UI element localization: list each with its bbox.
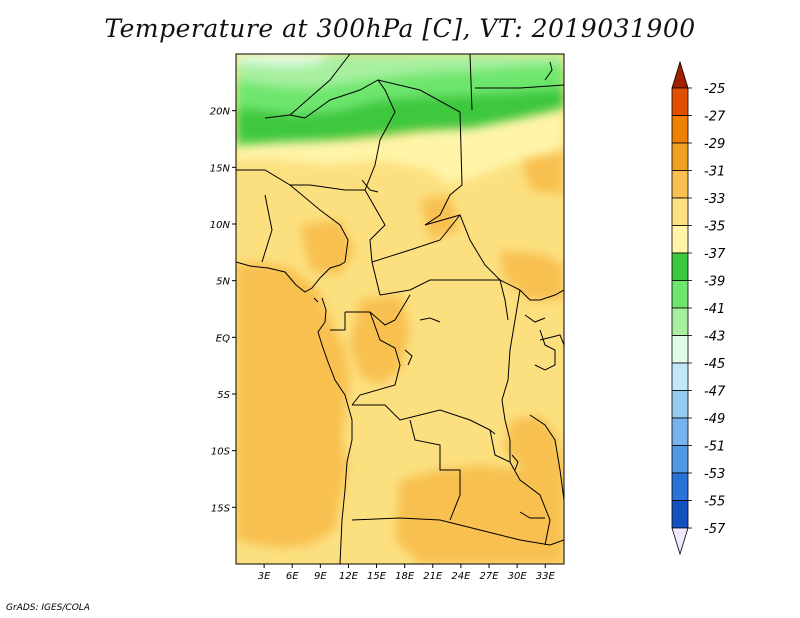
lon-tick-label: 9E (314, 571, 327, 582)
colorbar-label: -47 (704, 385, 726, 400)
lon-tick-label: 24E (451, 571, 471, 582)
colorbar-label: -39 (704, 275, 725, 290)
colorbar-box (671, 115, 689, 144)
temperature-field (236, 54, 564, 564)
colorbar-box (671, 225, 689, 254)
colorbar-box (671, 335, 689, 364)
colorbar-box (671, 87, 689, 116)
colorbar-box (671, 445, 689, 474)
colorbar-label: -25 (704, 82, 725, 97)
colorbar-label: -55 (704, 495, 725, 510)
lon-tick-label: 30E (508, 571, 528, 582)
latitude-axis: 20N 15N 10N 5N EQ 5S 10S 15S (210, 107, 236, 514)
colorbar-label: -29 (704, 137, 725, 152)
colorbar: -25 -27 -29 -31 -33 -35 -37 -39 -41 -43 -45 -47 -49 -… (671, 60, 726, 556)
lon-tick-label: 12E (339, 571, 359, 582)
longitude-axis: 3E 6E 9E 12E 15E 18E 21E 24E 27E 30E 33E (258, 564, 556, 582)
colorbar-label: -31 (704, 165, 725, 180)
colorbar-label: -45 (704, 357, 725, 372)
lat-tick-label: 15N (210, 163, 231, 174)
lat-tick-label: 5N (216, 277, 230, 288)
colorbar-box (671, 170, 689, 199)
colorbar-box (671, 197, 689, 226)
lat-tick-label: 20N (210, 107, 231, 118)
colorbar-box (671, 362, 689, 391)
grads-credit: GrADS: IGES/COLA (6, 603, 90, 613)
colorbar-label: -57 (704, 522, 726, 537)
colorbar-label: -37 (704, 247, 726, 262)
country-borders (236, 54, 564, 564)
colorbar-bottom-triangle (671, 527, 689, 556)
lon-tick-label: 18E (395, 571, 415, 582)
colorbar-box (671, 280, 689, 309)
colorbar-box (671, 390, 689, 419)
colorbar-label: -49 (704, 412, 725, 427)
lon-tick-label: 15E (367, 571, 387, 582)
colorbar-top-triangle (671, 60, 689, 89)
colorbar-label: -41 (704, 302, 725, 317)
lat-tick-label: EQ (216, 333, 230, 344)
lon-tick-label: 27E (480, 571, 500, 582)
colorbar-box (671, 252, 689, 281)
colorbar-label: -33 (704, 192, 725, 207)
map-title: Temperature at 300hPa [C], VT: 201903190… (104, 14, 696, 43)
map-frame (235, 53, 565, 565)
lon-tick-label: 3E (258, 571, 271, 582)
colorbar-box (671, 307, 689, 336)
lat-tick-label: 15S (211, 503, 231, 514)
colorbar-label: -27 (704, 110, 726, 125)
colorbar-label: -35 (704, 220, 725, 235)
colorbar-box (671, 472, 689, 501)
colorbar-label: -51 (704, 440, 725, 455)
colorbar-box (671, 417, 689, 446)
colorbar-box (671, 142, 689, 171)
lon-tick-label: 33E (536, 571, 556, 582)
lon-tick-label: 6E (286, 571, 299, 582)
colorbar-label: -53 (704, 467, 725, 482)
lat-tick-label: 5S (217, 390, 230, 401)
lon-tick-label: 21E (423, 571, 443, 582)
colorbar-box (671, 500, 689, 529)
colorbar-label: -43 (704, 330, 725, 345)
lat-tick-label: 10S (211, 447, 231, 458)
lat-tick-label: 10N (210, 220, 231, 231)
